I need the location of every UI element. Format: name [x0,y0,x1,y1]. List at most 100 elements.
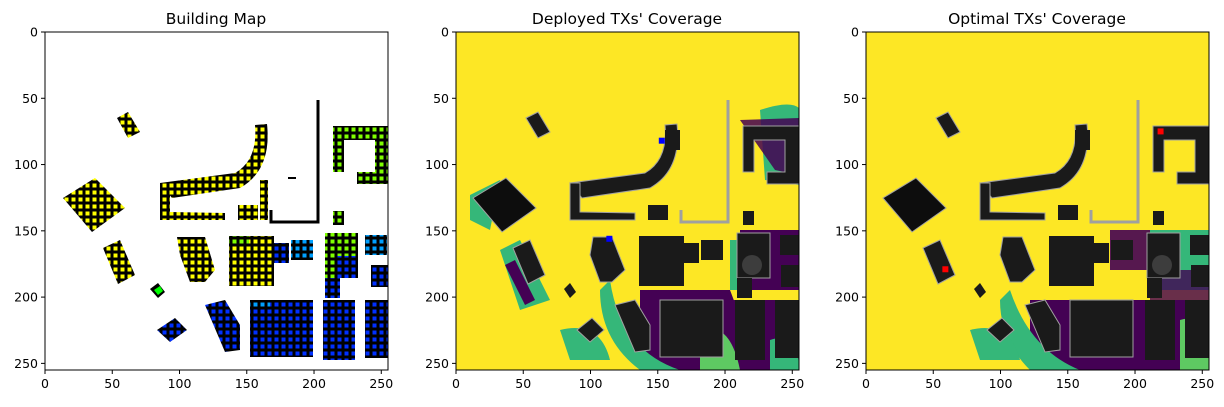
building [974,283,986,298]
building [780,235,799,255]
wall [1089,100,1140,224]
y-tick-label: 50 [843,91,859,106]
building [1094,243,1109,263]
building [336,256,358,278]
panel-title: Building Map [166,10,267,28]
x-tick-label: 50 [925,376,941,391]
y-tick-label: 200 [835,290,859,305]
building [512,239,546,285]
building [1069,299,1134,358]
x-tick-label: 50 [515,376,531,391]
panel-deployed-coverage: Deployed TXs' Coverage [456,10,799,370]
building [472,177,537,233]
y-tick-label: 0 [441,25,449,40]
transmitter-marker [1157,128,1164,135]
building [614,299,651,353]
axes-layer: 0 50 100 150 200 250 0 50 100 150 200 250 0 50 100 150 2… [14,25,1214,392]
x-tick-label: 250 [369,376,393,391]
y-tick-label: 50 [433,91,449,106]
y-tick-label: 150 [835,223,859,238]
x-tick-label: 150 [646,376,670,391]
building [371,265,388,287]
y-tick-label: 150 [14,223,38,238]
y-tick-label: 200 [425,290,449,305]
building [701,240,723,260]
x-tick-label: 100 [989,376,1013,391]
building [1191,265,1209,287]
building [979,123,1089,199]
coverage-zone [970,328,1020,360]
axes-frame [865,31,1210,371]
axes-frame [44,31,389,371]
building [260,180,268,220]
coverage-zone [600,280,680,370]
panel-optimal-coverage: Optimal TXs' Coverage [866,10,1209,370]
y-tick-label: 100 [835,157,859,172]
building [333,211,344,225]
building-layer [63,100,388,360]
building [743,211,754,225]
building [1152,125,1209,185]
building [1153,211,1164,225]
building [922,239,956,285]
building [564,283,576,298]
y-tick-label: 100 [425,157,449,172]
building [775,300,799,358]
building [576,317,605,343]
building [365,235,387,255]
building [659,299,724,358]
building [103,240,135,284]
transmitter-marker [942,266,949,273]
building [238,205,258,220]
building [999,236,1036,283]
building [525,111,551,139]
building [639,236,684,286]
building [205,300,240,352]
transmitter-marker [658,137,665,144]
y-tick-label: 0 [851,25,859,40]
x-tick-label: 200 [1123,376,1147,391]
building [250,300,270,308]
coverage-layer [470,100,799,370]
building [781,265,799,287]
building [160,183,225,220]
x-tick-label: 250 [1190,376,1214,391]
building [684,243,699,263]
x-tick-label: 200 [302,376,326,391]
coverage-layer [882,100,1209,370]
coverage-zone [560,328,610,360]
building [1145,300,1175,360]
building [1024,299,1061,353]
building [365,300,388,358]
x-tick-label: 0 [452,376,460,391]
coverage-zone [505,260,535,305]
building [160,124,268,198]
building [1049,236,1094,286]
x-tick-label: 100 [168,376,192,391]
x-tick-label: 200 [713,376,737,391]
x-tick-label: 250 [780,376,804,391]
building [742,255,762,275]
y-tick-label: 0 [30,25,38,40]
building [735,300,765,360]
x-tick-label: 0 [41,376,49,391]
coverage-zone [1000,290,1080,370]
wall [679,100,730,224]
building [1190,235,1209,255]
building [979,182,1046,221]
building [737,278,752,298]
building [1058,205,1078,220]
y-tick-label: 200 [14,290,38,305]
panel-title: Optimal TXs' Coverage [948,10,1126,28]
x-tick-label: 150 [1056,376,1080,391]
building [1111,240,1133,260]
y-tick-label: 250 [835,356,859,371]
y-tick-label: 150 [425,223,449,238]
building-marker [154,286,163,295]
x-tick-label: 50 [104,376,120,391]
building [569,182,636,221]
panel-title: Deployed TXs' Coverage [532,10,722,28]
building [63,178,125,232]
y-tick-label: 50 [22,91,38,106]
